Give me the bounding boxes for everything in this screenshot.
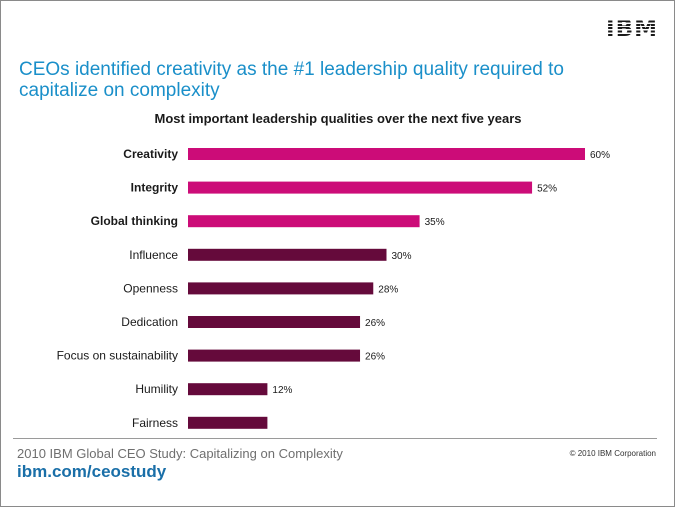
bar — [188, 215, 420, 228]
value-label: 60% — [590, 150, 610, 161]
value-label: 52% — [537, 184, 557, 195]
category-label: Humility — [135, 382, 178, 396]
bar — [188, 349, 361, 362]
value-label: 28% — [378, 284, 398, 295]
chart-title: Most important leadership qualities over… — [155, 111, 522, 126]
ibm-logo: IBM — [606, 16, 658, 42]
value-label: 12% — [272, 385, 292, 396]
category-label: Global thinking — [91, 214, 178, 228]
chart-bars: Creativity 60% Integrity 52% Global thinking… — [57, 147, 611, 430]
category-label: Integrity — [131, 181, 179, 195]
category-label: Fairness — [132, 416, 178, 430]
value-label: 30% — [392, 251, 412, 262]
bar — [188, 282, 374, 295]
bar — [188, 416, 268, 429]
bar — [188, 148, 585, 160]
category-label: Openness — [123, 281, 178, 295]
category-label: Focus on sustainability — [57, 349, 178, 363]
bar — [188, 248, 387, 261]
study-url-link[interactable]: ibm.com/ceostudy — [17, 462, 167, 481]
study-name: 2010 IBM Global CEO Study: Capitalizing … — [17, 446, 343, 461]
bar — [188, 316, 361, 328]
copyright: © 2010 IBM Corporation — [569, 449, 656, 458]
bar — [188, 181, 533, 194]
category-label: Influence — [129, 248, 178, 262]
value-label: 26% — [365, 352, 385, 363]
footer-divider — [13, 438, 657, 439]
bar — [188, 383, 268, 396]
category-label: Creativity — [123, 147, 178, 161]
value-label: 26% — [365, 318, 385, 329]
headline: CEOs identified creativity as the #1 lea… — [19, 59, 564, 101]
value-label: 35% — [425, 217, 445, 228]
category-label: Dedication — [121, 315, 178, 329]
